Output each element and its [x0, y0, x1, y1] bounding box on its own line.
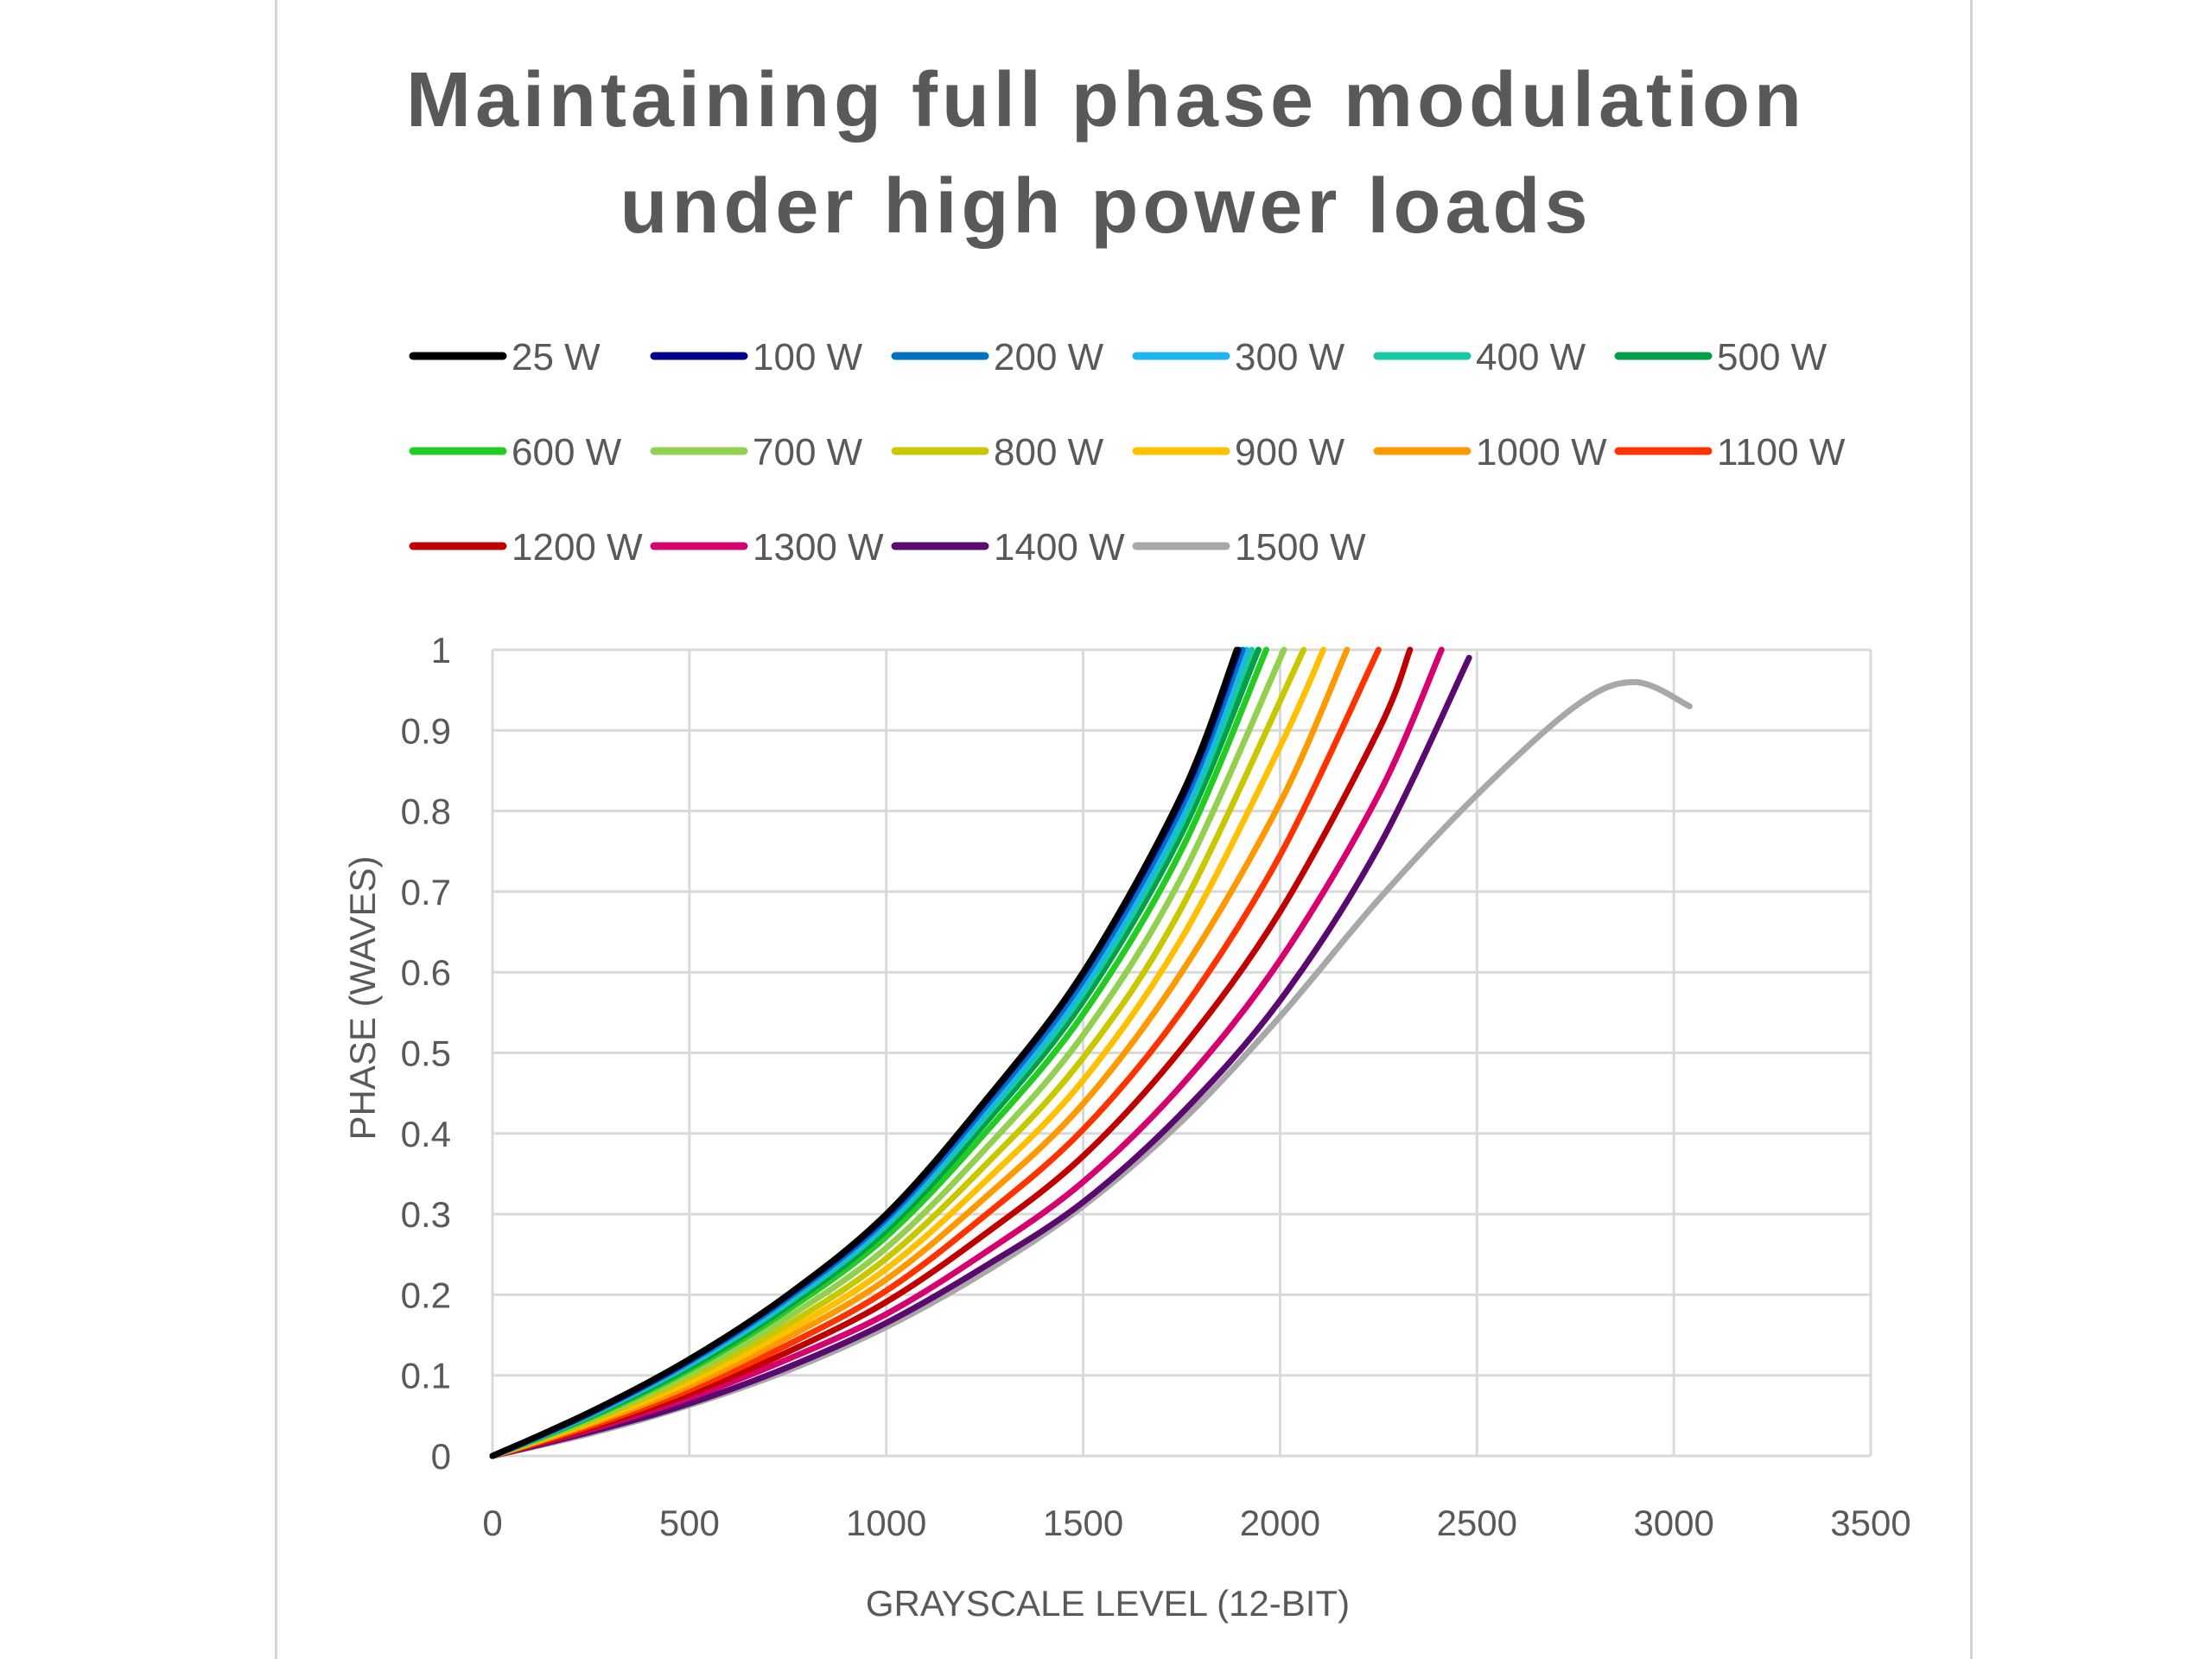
- y-tick-label: 1: [431, 630, 451, 671]
- legend-label: 700 W: [753, 431, 863, 474]
- legend-label: 500 W: [1717, 336, 1827, 378]
- legend-label: 200 W: [994, 336, 1104, 378]
- axis-ticks: 0 500 1000 1500 2000 2500 3000 3500 0 0.1 0.2 0.3 0.…: [401, 630, 1911, 1543]
- x-tick-label: 1500: [1043, 1503, 1123, 1543]
- legend-label: 1400 W: [994, 526, 1125, 569]
- legend-item: 900 W: [1132, 431, 1345, 474]
- y-tick-label: 0.9: [401, 710, 451, 751]
- y-tick-label: 0.2: [401, 1274, 451, 1315]
- legend-item: 100 W: [650, 336, 863, 378]
- x-tick-label: 2000: [1240, 1503, 1320, 1543]
- y-tick-label: 0.4: [401, 1114, 451, 1154]
- legend-label: 300 W: [1235, 336, 1345, 378]
- legend-label: 1300 W: [753, 526, 884, 569]
- legend-label: 400 W: [1476, 336, 1586, 378]
- chart-title: Maintaining full phase modulation under …: [0, 48, 2212, 260]
- legend-label: 25 W: [512, 336, 601, 378]
- series-layer: [489, 646, 1693, 1459]
- y-axis-label: PHASE (WAVES): [342, 855, 383, 1140]
- y-tick-label: 0.6: [401, 952, 451, 993]
- legend-item: 1500 W: [1132, 526, 1366, 569]
- series-line-1300w: [489, 646, 1445, 1459]
- legend-label: 1500 W: [1235, 526, 1366, 569]
- y-tick-label: 0.3: [401, 1194, 451, 1235]
- legend-label: 100 W: [753, 336, 863, 378]
- legend-label: 1000 W: [1476, 431, 1607, 474]
- x-tick-label: 1000: [846, 1503, 926, 1543]
- series-line-1000w: [489, 646, 1351, 1459]
- legend: 25 W 100 W 200 W 300 W 400 W 500 W 600 W 700 W 8…: [409, 336, 1846, 569]
- legend-item: 25 W: [409, 336, 601, 378]
- legend-label: 800 W: [994, 431, 1104, 474]
- x-tick-label: 3000: [1633, 1503, 1713, 1543]
- legend-item: 500 W: [1614, 336, 1827, 378]
- series-line-25w: [489, 646, 1240, 1459]
- legend-item: 700 W: [650, 431, 863, 474]
- grid: [491, 648, 1872, 1458]
- series-line-1400w: [489, 654, 1472, 1459]
- legend-item: 300 W: [1132, 336, 1345, 378]
- legend-label: 1200 W: [512, 526, 643, 569]
- legend-item: 1000 W: [1373, 431, 1607, 474]
- x-tick-label: 2500: [1437, 1503, 1517, 1543]
- x-tick-label: 3500: [1830, 1503, 1910, 1543]
- chart-title-line-1: Maintaining full phase modulation: [406, 57, 1806, 143]
- y-tick-label: 0.8: [401, 791, 451, 832]
- legend-label: 900 W: [1235, 431, 1345, 474]
- x-tick-label: 0: [482, 1503, 502, 1543]
- legend-item: 1100 W: [1614, 431, 1846, 474]
- legend-item: 600 W: [409, 431, 622, 474]
- series-line-1200w: [489, 646, 1414, 1459]
- chart-title-line-2: under high power loads: [620, 163, 1592, 250]
- y-tick-label: 0.1: [401, 1356, 451, 1396]
- y-tick-label: 0.7: [401, 872, 451, 912]
- legend-item: 200 W: [891, 336, 1104, 378]
- x-axis-label: GRAYSCALE LEVEL (12-BIT): [866, 1583, 1350, 1624]
- chart-frame: [275, 0, 1973, 1659]
- x-tick-label: 500: [659, 1503, 720, 1543]
- legend-item: 1300 W: [650, 526, 884, 569]
- legend-item: 400 W: [1373, 336, 1586, 378]
- legend-item: 1200 W: [409, 526, 643, 569]
- legend-item: 800 W: [891, 431, 1104, 474]
- legend-label: 600 W: [512, 431, 622, 474]
- y-tick-label: 0: [431, 1436, 451, 1477]
- y-tick-label: 0.5: [401, 1033, 451, 1074]
- series-line-1100w: [489, 646, 1382, 1459]
- legend-item: 1400 W: [891, 526, 1125, 569]
- legend-label: 1100 W: [1717, 431, 1846, 474]
